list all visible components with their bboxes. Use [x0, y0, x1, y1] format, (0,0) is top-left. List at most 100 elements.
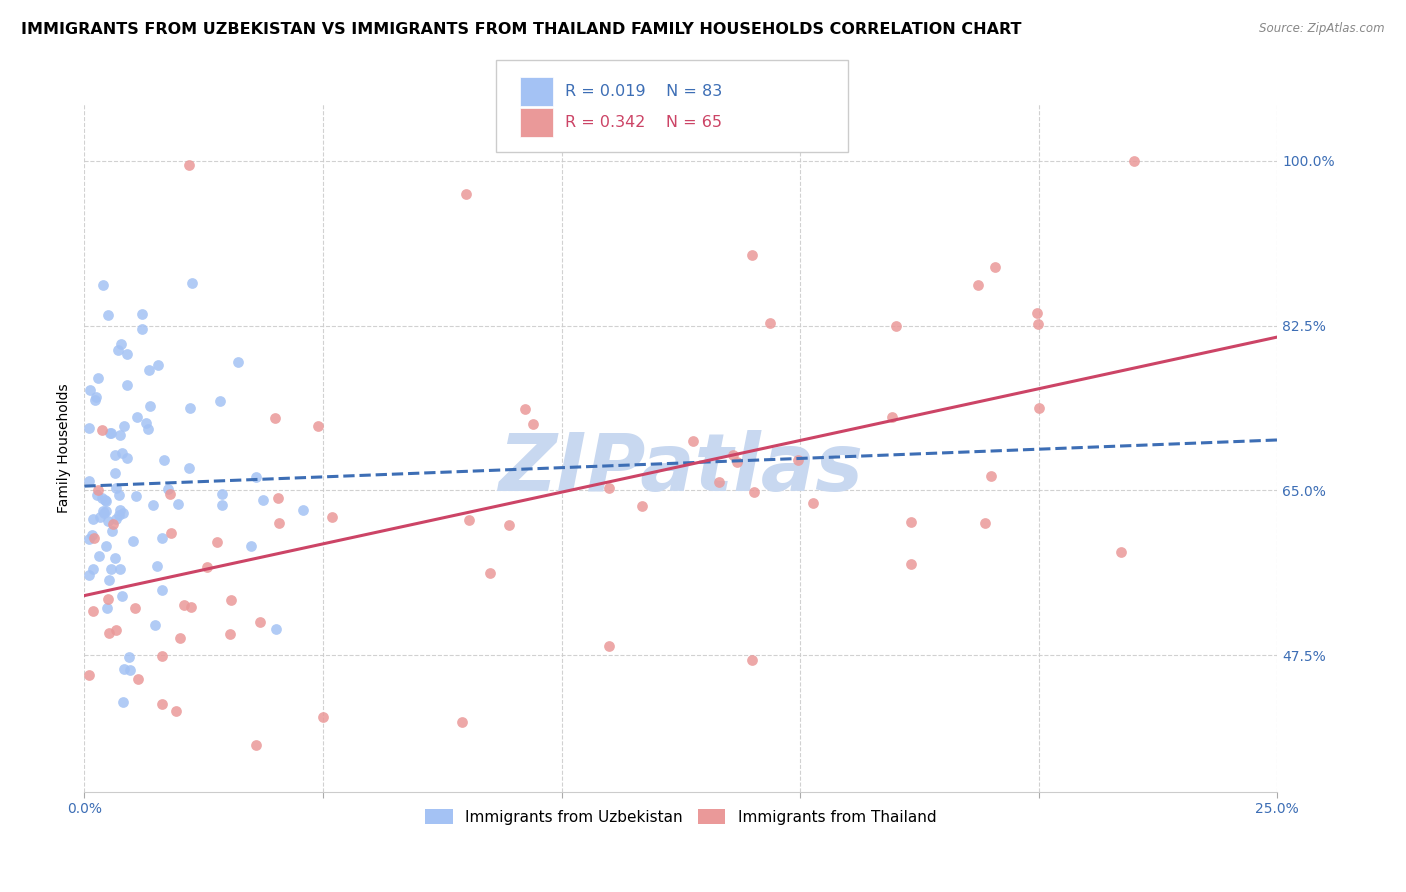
Point: [249, 615, 271, 629]
Point: [513, 402, 536, 417]
Point: [267, 491, 290, 505]
Point: [180, 600, 202, 615]
Point: [173, 598, 195, 612]
Point: [94, 494, 117, 508]
FancyBboxPatch shape: [496, 60, 848, 153]
Point: [211, 487, 233, 501]
Point: [125, 409, 148, 424]
Point: [900, 558, 922, 572]
Point: [108, 428, 131, 442]
Point: [1123, 153, 1146, 168]
Point: [226, 355, 249, 369]
Point: [87, 371, 110, 385]
Point: [89, 549, 111, 563]
Point: [104, 511, 127, 525]
Point: [115, 347, 138, 361]
Point: [110, 446, 132, 460]
Point: [91, 491, 114, 506]
Y-axis label: Family Households: Family Households: [58, 384, 72, 513]
Point: [97, 592, 120, 607]
Point: [266, 623, 288, 637]
Point: [245, 469, 267, 483]
Point: [211, 498, 233, 512]
Point: [980, 469, 1002, 483]
Point: [97, 308, 120, 322]
Point: [157, 482, 180, 496]
Legend: Immigrants from Uzbekistan, Immigrants from Thailand: Immigrants from Uzbekistan, Immigrants f…: [418, 801, 943, 832]
Text: Source: ZipAtlas.com: Source: ZipAtlas.com: [1260, 22, 1385, 36]
Point: [91, 504, 114, 518]
Point: [631, 500, 654, 514]
Point: [312, 709, 335, 723]
Point: [108, 488, 131, 502]
Point: [94, 504, 117, 518]
Point: [82, 562, 104, 576]
Point: [709, 475, 731, 489]
Point: [96, 601, 118, 615]
Point: [131, 322, 153, 336]
Point: [179, 159, 201, 173]
Point: [150, 531, 173, 545]
Point: [966, 277, 988, 292]
Point: [107, 343, 129, 358]
Point: [150, 697, 173, 711]
Point: [159, 487, 181, 501]
Point: [82, 603, 104, 617]
Point: [98, 574, 121, 588]
Point: [759, 317, 782, 331]
Point: [97, 625, 120, 640]
Point: [94, 540, 117, 554]
Point: [77, 668, 100, 682]
Text: R = 0.342    N = 65: R = 0.342 N = 65: [565, 115, 723, 130]
Point: [153, 452, 176, 467]
Text: ZIPatlas: ZIPatlas: [498, 430, 863, 508]
Point: [111, 695, 134, 709]
Point: [725, 455, 748, 469]
Point: [87, 483, 110, 498]
Point: [478, 566, 501, 581]
Point: [111, 506, 134, 520]
Point: [181, 276, 204, 290]
Point: [104, 551, 127, 566]
Point: [83, 393, 105, 408]
Point: [984, 260, 1007, 274]
Point: [146, 358, 169, 372]
Point: [1025, 306, 1047, 320]
Point: [138, 363, 160, 377]
Point: [900, 516, 922, 530]
Point: [239, 539, 262, 553]
Point: [93, 506, 115, 520]
Point: [94, 492, 117, 507]
Point: [177, 461, 200, 475]
Point: [451, 715, 474, 730]
Point: [165, 704, 187, 718]
Point: [111, 590, 134, 604]
Point: [79, 383, 101, 397]
Point: [143, 618, 166, 632]
Point: [127, 672, 149, 686]
Point: [83, 531, 105, 545]
Point: [741, 653, 763, 667]
Point: [118, 663, 141, 677]
Point: [498, 518, 520, 533]
Point: [118, 649, 141, 664]
Point: [291, 503, 314, 517]
Text: R = 0.019    N = 83: R = 0.019 N = 83: [565, 84, 723, 99]
Point: [104, 466, 127, 480]
Point: [104, 448, 127, 462]
Point: [1026, 317, 1049, 331]
Point: [77, 568, 100, 582]
Point: [142, 498, 165, 512]
Point: [1028, 401, 1050, 415]
Point: [321, 510, 343, 524]
Point: [166, 497, 188, 511]
Point: [108, 502, 131, 516]
Point: [264, 411, 287, 425]
Point: [458, 513, 481, 527]
Point: [741, 248, 763, 262]
Point: [195, 560, 218, 574]
Point: [150, 583, 173, 598]
Point: [786, 452, 808, 467]
Point: [77, 474, 100, 488]
Point: [146, 559, 169, 574]
